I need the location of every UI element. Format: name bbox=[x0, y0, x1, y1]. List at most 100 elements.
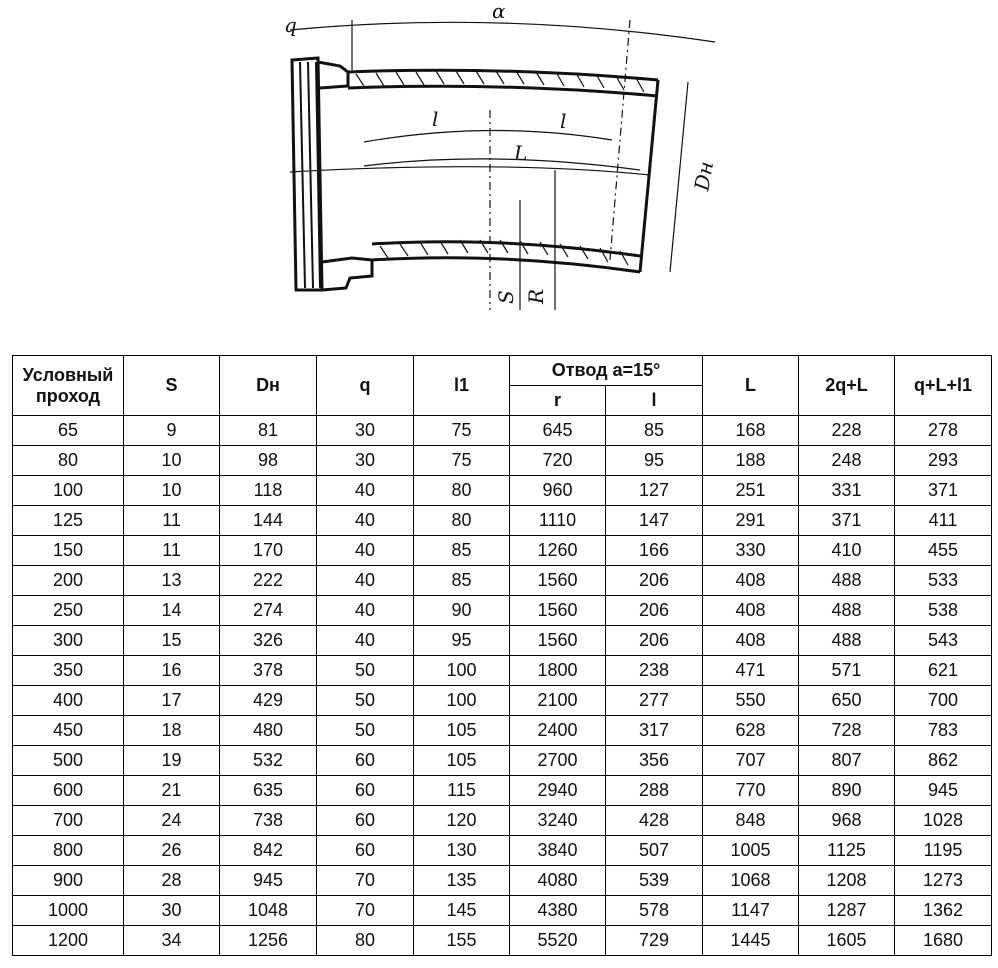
table-cell: 371 bbox=[894, 475, 992, 506]
table-cell: 862 bbox=[894, 745, 992, 776]
table-cell: 19 bbox=[123, 745, 220, 776]
table-cell: 274 bbox=[219, 595, 317, 626]
header-Dn: Dн bbox=[219, 355, 317, 416]
table-cell: 95 bbox=[413, 625, 510, 656]
table-cell: 170 bbox=[219, 535, 317, 566]
table-cell: 1068 bbox=[702, 865, 799, 896]
table-cell: 90 bbox=[413, 595, 510, 626]
table-cell: 85 bbox=[413, 535, 510, 566]
table-cell: 783 bbox=[894, 715, 992, 746]
table-cell: 16 bbox=[123, 655, 220, 686]
table-cell: 206 bbox=[605, 625, 703, 656]
table-cell: 1362 bbox=[894, 895, 992, 926]
table-cell: 28 bbox=[123, 865, 220, 896]
table-cell: 147 bbox=[605, 505, 703, 536]
table-cell: 50 bbox=[316, 715, 414, 746]
table-cell: 118 bbox=[219, 475, 317, 506]
table-cell: 145 bbox=[413, 895, 510, 926]
table-cell: 60 bbox=[316, 745, 414, 776]
table-cell: 488 bbox=[798, 595, 895, 626]
table-row: 500 19 532 60 105 2700 356 707 807 862 bbox=[12, 745, 992, 776]
header-nominal: Условный проход bbox=[12, 355, 124, 416]
header-2q-L: 2q+L bbox=[798, 355, 895, 416]
table-cell: 550 bbox=[702, 685, 799, 716]
table-cell: 500 bbox=[12, 745, 124, 776]
table-cell: 471 bbox=[702, 655, 799, 686]
table-cell: 100 bbox=[12, 475, 124, 506]
table-cell: 480 bbox=[219, 715, 317, 746]
header-q-L-l1: q+L+l1 bbox=[894, 355, 992, 416]
table-cell: 1256 bbox=[219, 925, 317, 956]
label-l-left: l bbox=[432, 107, 438, 131]
table-cell: 538 bbox=[894, 595, 992, 626]
table-cell: 166 bbox=[605, 535, 703, 566]
table-cell: 1560 bbox=[509, 595, 606, 626]
table-cell: 507 bbox=[605, 835, 703, 866]
table-cell: 2700 bbox=[509, 745, 606, 776]
table-cell: 144 bbox=[219, 505, 317, 536]
table-cell: 1005 bbox=[702, 835, 799, 866]
table-cell: 738 bbox=[219, 805, 317, 836]
table-cell: 1800 bbox=[509, 655, 606, 686]
table-cell: 488 bbox=[798, 565, 895, 596]
table-cell: 1200 bbox=[12, 925, 124, 956]
table-cell: 428 bbox=[605, 805, 703, 836]
table-cell: 400 bbox=[12, 685, 124, 716]
table-cell: 600 bbox=[12, 775, 124, 806]
table-cell: 30 bbox=[316, 415, 414, 446]
table-row: 700 24 738 60 120 3240 428 848 968 1028 bbox=[12, 805, 992, 836]
table-cell: 635 bbox=[219, 775, 317, 806]
header-S: S bbox=[123, 355, 220, 416]
table-row: 150 11 170 40 85 1260 166 330 410 455 bbox=[12, 535, 992, 566]
table-cell: 206 bbox=[605, 565, 703, 596]
table-cell: 350 bbox=[12, 655, 124, 686]
table-cell: 11 bbox=[123, 505, 220, 536]
table-cell: 429 bbox=[219, 685, 317, 716]
table-cell: 1125 bbox=[798, 835, 895, 866]
label-S: S bbox=[494, 290, 518, 304]
label-l-right: l bbox=[560, 109, 566, 133]
table-cell: 75 bbox=[413, 415, 510, 446]
table-cell: 80 bbox=[12, 445, 124, 476]
table-cell: 408 bbox=[702, 565, 799, 596]
table-cell: 248 bbox=[798, 445, 895, 476]
table-cell: 115 bbox=[413, 775, 510, 806]
table-cell: 700 bbox=[12, 805, 124, 836]
table-row: 800 26 842 60 130 3840 507 1005 1125 1195 bbox=[12, 835, 992, 866]
table-cell: 3840 bbox=[509, 835, 606, 866]
table-cell: 533 bbox=[894, 565, 992, 596]
table-cell: 40 bbox=[316, 505, 414, 536]
table-cell: 842 bbox=[219, 835, 317, 866]
header-q: q bbox=[316, 355, 414, 416]
table-cell: 621 bbox=[894, 655, 992, 686]
table-cell: 238 bbox=[605, 655, 703, 686]
table-cell: 1287 bbox=[798, 895, 895, 926]
table-cell: 378 bbox=[219, 655, 317, 686]
table-cell: 75 bbox=[413, 445, 510, 476]
table-cell: 251 bbox=[702, 475, 799, 506]
table-cell: 455 bbox=[894, 535, 992, 566]
table-row: 1200 34 1256 80 155 5520 729 1445 1605 1680 bbox=[12, 925, 992, 956]
table-cell: 371 bbox=[798, 505, 895, 536]
table-cell: 80 bbox=[316, 925, 414, 956]
table-cell: 1000 bbox=[12, 895, 124, 926]
table-row: 125 11 144 40 80 1110 147 291 371 411 bbox=[12, 505, 992, 536]
header-bend: Отвод a=15° bbox=[509, 355, 703, 386]
table-cell: 288 bbox=[605, 775, 703, 806]
table-cell: 543 bbox=[894, 625, 992, 656]
table-cell: 532 bbox=[219, 745, 317, 776]
table-row: 80 10 98 30 75 720 95 188 248 293 bbox=[12, 445, 992, 476]
table-cell: 130 bbox=[413, 835, 510, 866]
table-cell: 450 bbox=[12, 715, 124, 746]
table-cell: 1260 bbox=[509, 535, 606, 566]
table-cell: 80 bbox=[413, 475, 510, 506]
table-cell: 105 bbox=[413, 715, 510, 746]
table-cell: 2940 bbox=[509, 775, 606, 806]
table-row: 450 18 480 50 105 2400 317 628 728 783 bbox=[12, 715, 992, 746]
table-cell: 3240 bbox=[509, 805, 606, 836]
pipe-inner-top bbox=[347, 84, 659, 98]
table-cell: 1147 bbox=[702, 895, 799, 926]
table-cell: 326 bbox=[219, 625, 317, 656]
table-cell: 356 bbox=[605, 745, 703, 776]
table-cell: 40 bbox=[316, 475, 414, 506]
